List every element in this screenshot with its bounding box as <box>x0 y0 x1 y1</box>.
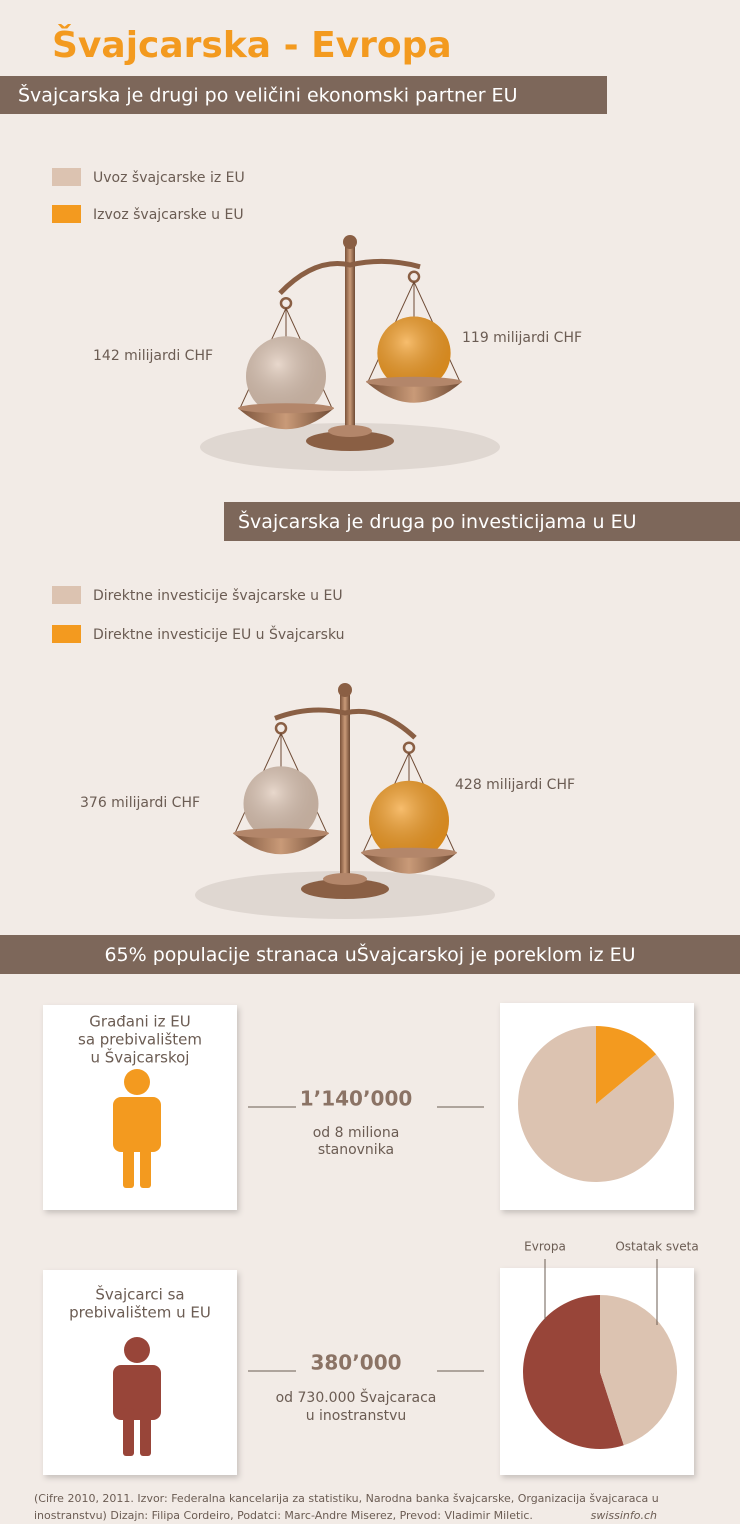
value-label: 119 milijardi CHF <box>462 330 582 346</box>
hook <box>402 741 416 754</box>
legend-label: Uvoz švajcarske iz EU <box>93 170 245 186</box>
legend-swatch <box>52 625 81 643</box>
pan-rim <box>233 828 329 839</box>
value-label: 142 milijardi CHF <box>93 348 213 364</box>
legend-swatch <box>52 586 81 604</box>
hook <box>407 270 421 284</box>
card-note: stanovnika <box>318 1142 394 1158</box>
card-note: od 730.000 Švajcaraca <box>276 1388 437 1406</box>
brand: swissinfo.ch <box>591 1509 657 1522</box>
base-top <box>323 873 367 885</box>
title: Švajcarska - Evropa <box>52 24 452 66</box>
value-label: 376 milijardi CHF <box>80 795 200 811</box>
card-number: 380’000 <box>310 1351 401 1375</box>
footer-line: (Cifre 2010, 2011. Izvor: Federalna kanc… <box>34 1492 659 1505</box>
base-top <box>328 425 372 437</box>
value-label: 428 milijardi CHF <box>455 777 575 793</box>
finial <box>343 235 357 249</box>
heading-bar <box>0 76 607 114</box>
card-label: sa prebivalištem <box>78 1031 202 1049</box>
pan-rim <box>361 847 457 858</box>
legend-label: Direktne investicije švajcarske u EU <box>93 588 343 604</box>
heading-bar <box>0 935 740 974</box>
card-note: u inostranstvu <box>306 1408 407 1424</box>
pie-label: Ostatak sveta <box>615 1240 698 1254</box>
pan <box>361 852 457 874</box>
legend-label: Izvoz švajcarske u EU <box>93 207 244 223</box>
sphere-shade <box>246 336 326 417</box>
card-label: u Švajcarskoj <box>91 1048 190 1067</box>
pie-slice <box>522 1295 624 1450</box>
pie-slice <box>600 1295 677 1446</box>
heading: 65% populacije stranaca uŠvajcarskoj je … <box>104 942 635 966</box>
pillar <box>340 693 350 883</box>
pan-rim <box>366 376 462 387</box>
legend-swatch <box>52 168 81 186</box>
pie-label: Evropa <box>524 1240 566 1254</box>
pillar <box>345 245 355 435</box>
card-label: Građani iz EU <box>89 1013 190 1031</box>
base <box>306 431 394 451</box>
pan-rim <box>238 403 334 414</box>
hook <box>279 296 293 310</box>
legend-label: Direktne investicije EU u Švajcarsku <box>93 625 345 643</box>
sphere-shade <box>369 780 449 861</box>
red-person <box>113 1337 161 1456</box>
heading: Švajcarska je drugi po veličini ekonomsk… <box>18 83 517 107</box>
heading-bar <box>224 502 740 541</box>
finial <box>338 683 352 697</box>
pan <box>233 833 329 855</box>
beam <box>274 707 417 740</box>
sphere-shade <box>243 766 319 842</box>
card-note: od 8 miliona <box>313 1125 400 1141</box>
pie-slice <box>596 1026 657 1104</box>
card-number: 1’140’000 <box>300 1087 413 1111</box>
legend-swatch <box>52 205 81 223</box>
card-label: Švajcarci sa <box>95 1285 184 1304</box>
beam <box>278 258 421 295</box>
sphere-shade <box>377 316 451 390</box>
hook <box>274 722 288 735</box>
pie-slice <box>518 1026 675 1183</box>
pan <box>366 381 462 403</box>
base <box>301 879 389 899</box>
pan <box>238 408 334 430</box>
footer-line: inostranstvu) Dizajn: Filipa Cordeiro, P… <box>34 1509 533 1522</box>
orange-person <box>113 1069 161 1188</box>
card-label: prebivalištem u EU <box>69 1304 211 1322</box>
heading: Švajcarska je druga po investicijama u E… <box>238 509 636 533</box>
